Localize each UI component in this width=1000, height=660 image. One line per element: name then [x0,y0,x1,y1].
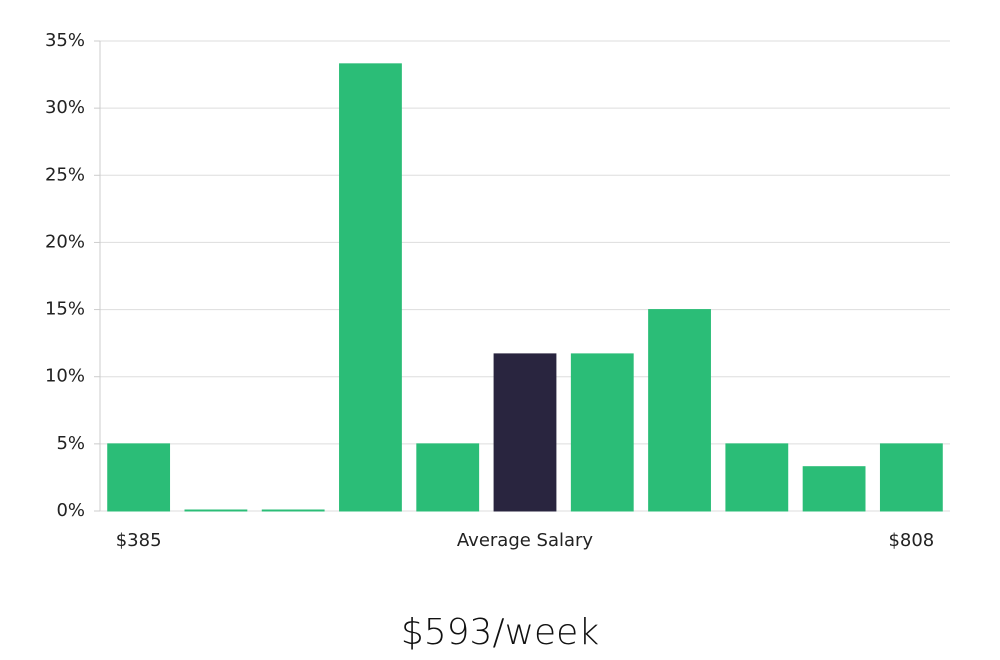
y-tick-label: 30% [45,97,85,118]
bar [570,353,634,512]
bar [339,63,402,512]
bar [648,309,711,512]
bar [725,443,789,512]
y-tick-label: 0% [56,500,85,521]
bar [879,443,943,512]
x-tick-label: Average Salary [457,530,594,551]
bar [184,509,248,512]
y-tick-label: 35% [45,30,85,51]
bar [802,466,866,512]
y-tick-label: 25% [45,164,85,185]
y-tick-label: 15% [45,299,85,320]
x-tick-label: $385 [116,530,162,551]
bar [261,509,325,512]
y-tick-label: 10% [45,366,85,387]
bar [493,353,557,512]
average-salary-value: $593/week [401,612,599,653]
bar [107,443,171,512]
x-tick-label: $808 [888,530,934,551]
bar [416,443,480,512]
y-tick-label: 5% [56,433,85,454]
y-tick-label: 20% [45,231,85,252]
